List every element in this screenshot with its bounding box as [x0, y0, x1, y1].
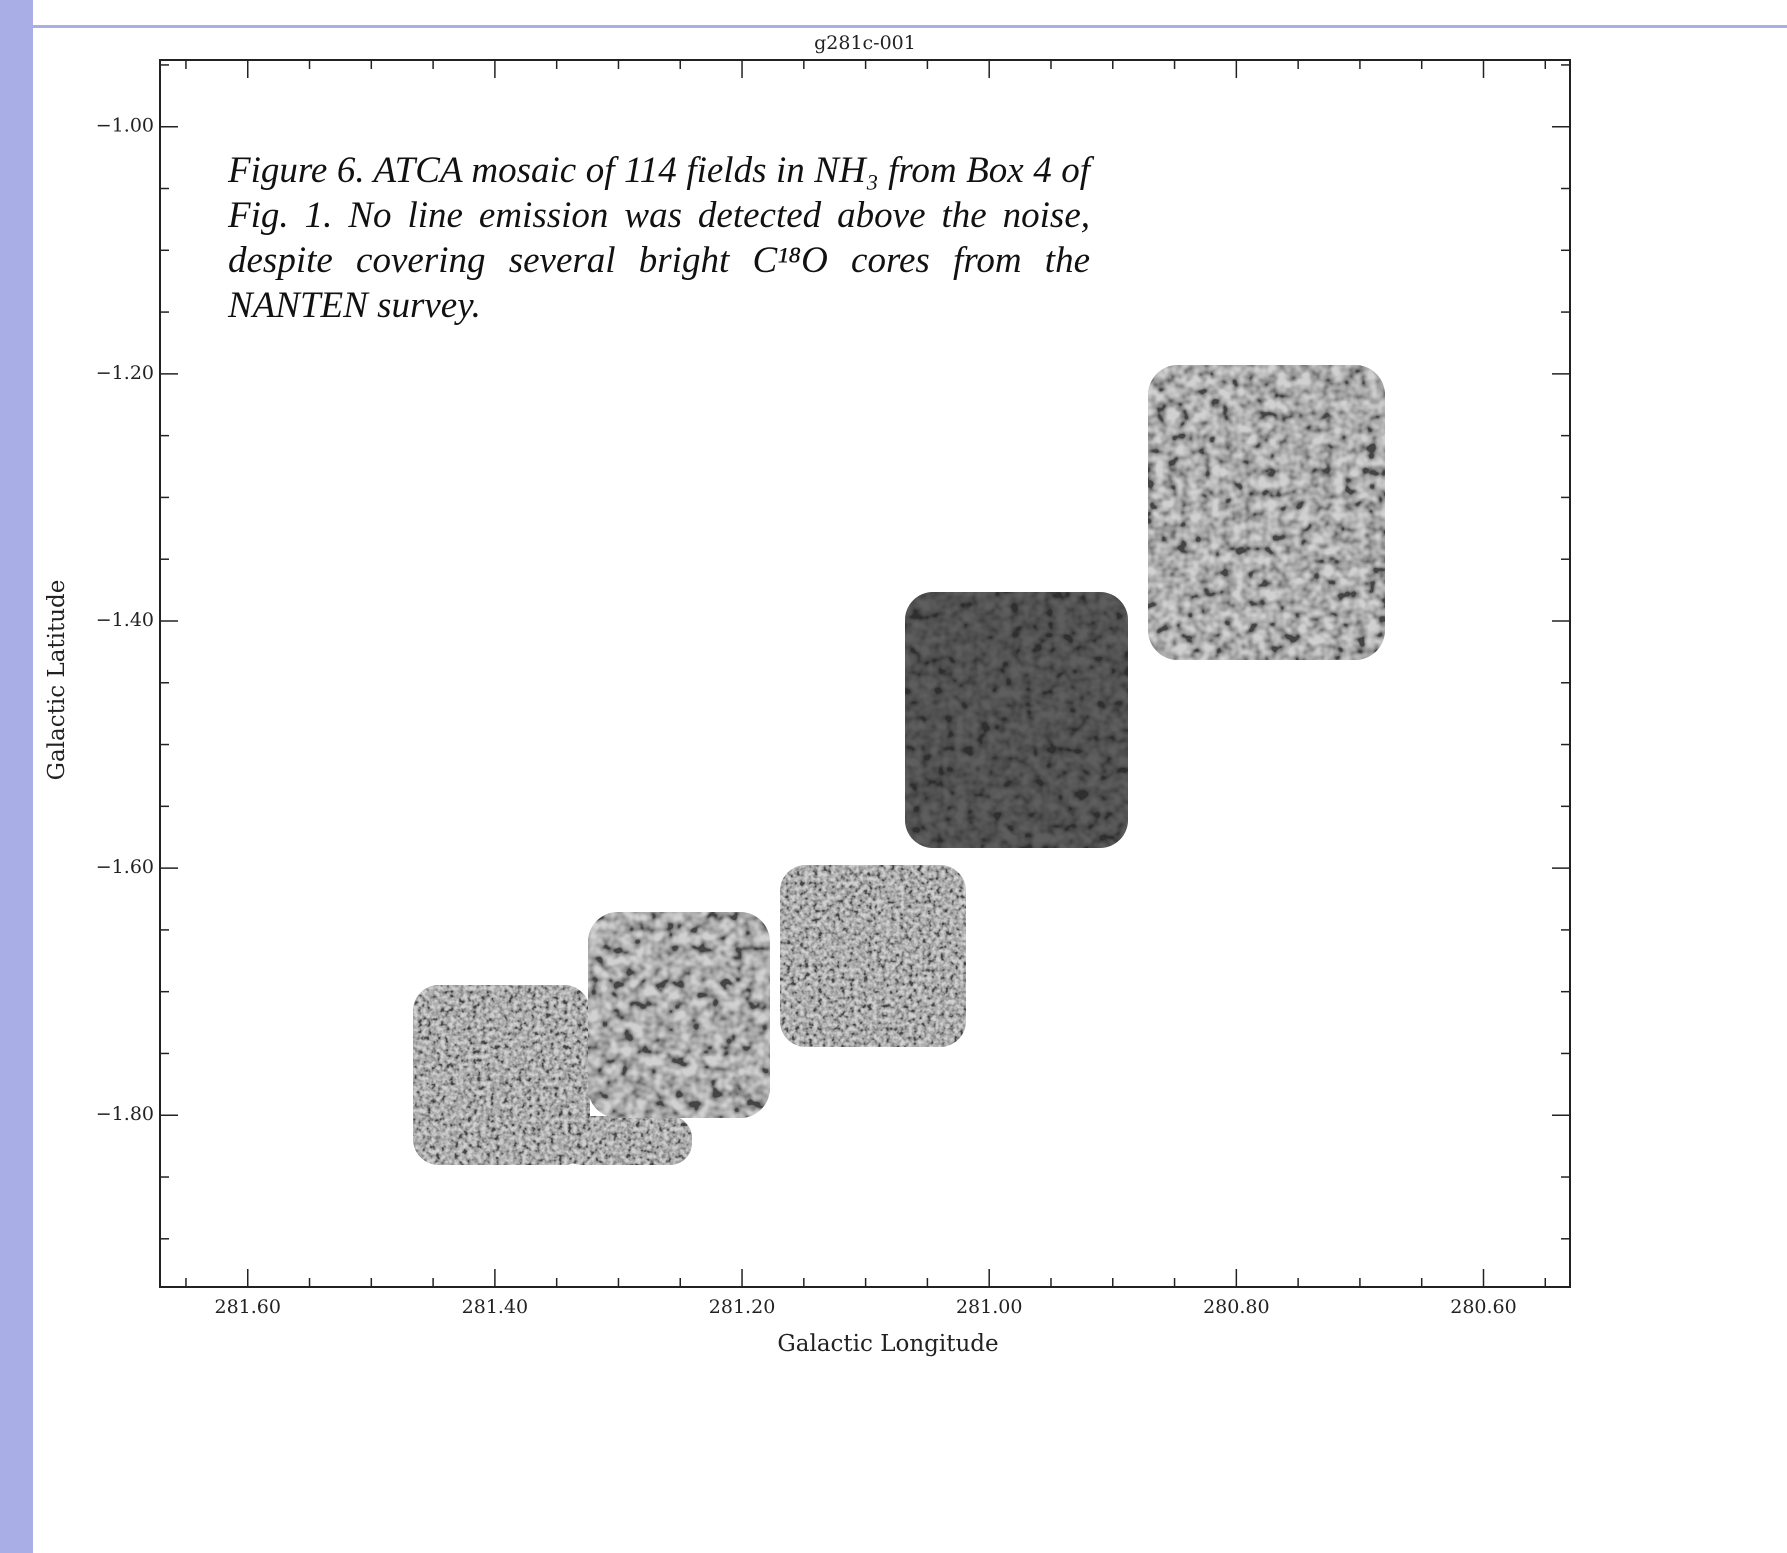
slide: g281c-001 Galactic Longitude Galactic La… — [0, 0, 1787, 1553]
x-axis-label: Galactic Longitude — [777, 1331, 998, 1357]
top-rule — [0, 25, 1787, 28]
y-axis-label: Galactic Latitude — [44, 580, 70, 781]
x-tick-label: 281.60 — [214, 1296, 280, 1318]
y-tick-label: −1.80 — [96, 1103, 154, 1125]
x-tick-label: 281.20 — [709, 1296, 775, 1318]
y-tick-label: −1.60 — [96, 856, 154, 878]
x-tick-label: 280.80 — [1203, 1296, 1269, 1318]
x-tick-label: 280.60 — [1450, 1296, 1516, 1318]
y-tick-label: −1.20 — [96, 362, 154, 384]
chart-title: g281c-001 — [814, 32, 916, 54]
y-tick-label: −1.40 — [96, 609, 154, 631]
mosaic-patches — [413, 365, 1385, 1165]
x-tick-label: 281.40 — [462, 1296, 528, 1318]
figure-caption: Figure 6. ATCA mosaic of 114 fields in N… — [228, 148, 1090, 328]
y-tick-label: −1.00 — [96, 115, 154, 137]
x-tick-label: 281.00 — [956, 1296, 1022, 1318]
side-strip — [0, 0, 33, 1553]
